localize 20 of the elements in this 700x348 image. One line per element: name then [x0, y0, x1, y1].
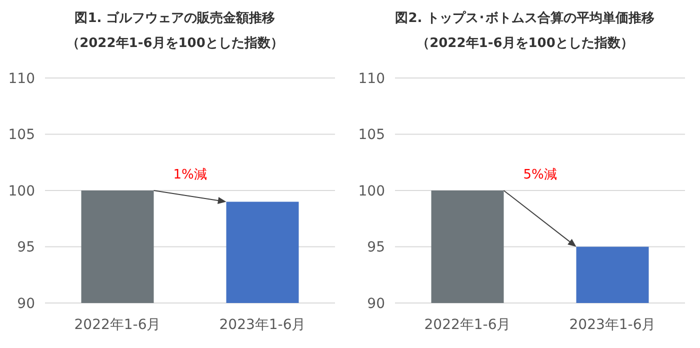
x-tick-label: 2023年1-6月 [569, 317, 656, 333]
y-tick-label: 90 [367, 296, 385, 312]
y-tick-label: 105 [358, 127, 385, 144]
chart-title: 図2. トップス･ボトムス合算の平均単価推移 [395, 10, 655, 26]
y-tick-label: 110 [8, 70, 35, 87]
chart-title: 図1. ゴルフウェアの販売金額推移 [74, 10, 276, 26]
y-tick-label: 95 [367, 240, 385, 256]
x-tick-label: 2022年1-6月 [424, 317, 511, 333]
chart-subtitle: （2022年1-6月を100とした指数） [66, 36, 284, 51]
annotation: 1%減 [173, 168, 207, 182]
x-tick-label: 2022年1-6月 [74, 317, 161, 333]
x-tick-label: 2023年1-6月 [219, 317, 306, 333]
y-tick-label: 110 [358, 70, 385, 87]
y-tick-label: 90 [17, 296, 35, 312]
chart-subtitle: （2022年1-6月を100とした指数） [416, 36, 634, 51]
annotation: 5%減 [523, 168, 557, 182]
y-tick-label: 100 [8, 183, 35, 200]
y-tick-label: 95 [17, 240, 35, 256]
y-tick-label: 105 [8, 127, 35, 144]
y-tick-label: 100 [358, 183, 385, 200]
